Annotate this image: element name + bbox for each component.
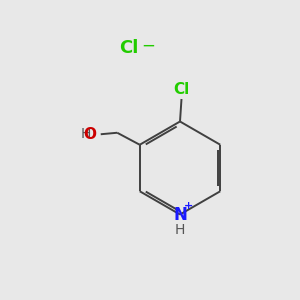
- Text: +: +: [184, 201, 193, 211]
- Text: H: H: [175, 223, 185, 237]
- Text: Cl: Cl: [173, 82, 190, 97]
- Text: Cl: Cl: [119, 39, 139, 57]
- Text: −: −: [142, 37, 155, 55]
- Text: H: H: [81, 127, 91, 141]
- Text: N: N: [173, 206, 187, 224]
- Text: O: O: [83, 127, 96, 142]
